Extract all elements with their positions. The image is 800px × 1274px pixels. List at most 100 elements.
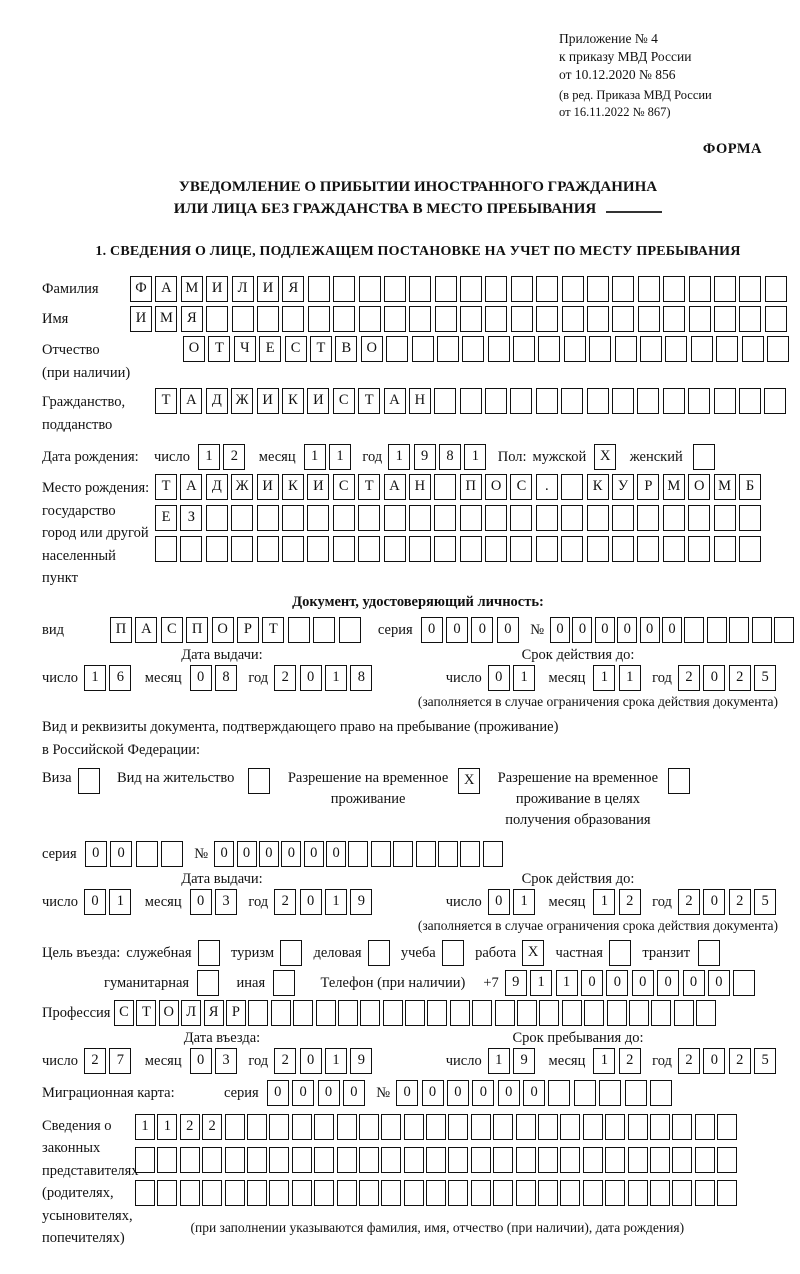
char-cell[interactable]: 0: [580, 969, 603, 996]
char-cell[interactable]: [381, 1113, 402, 1140]
char-cell[interactable]: Т: [155, 388, 177, 414]
char-cell[interactable]: 8: [438, 444, 461, 470]
char-cell[interactable]: [684, 616, 705, 643]
char-cell[interactable]: [662, 505, 685, 531]
char-cell[interactable]: 0: [662, 616, 682, 643]
char-cell[interactable]: [706, 616, 727, 643]
char-cell[interactable]: 9: [350, 1047, 373, 1074]
char-cell[interactable]: [561, 999, 582, 1026]
char-cell[interactable]: 1: [555, 969, 578, 996]
char-cell[interactable]: [560, 1113, 581, 1140]
char-cell[interactable]: [205, 536, 228, 562]
char-cell[interactable]: 0: [487, 888, 510, 915]
char-cell[interactable]: [448, 1179, 469, 1206]
char-cell[interactable]: [640, 336, 663, 362]
char-cell[interactable]: [690, 336, 713, 362]
char-cell[interactable]: [246, 1146, 267, 1173]
char-cell[interactable]: [663, 276, 686, 302]
char-cell[interactable]: [651, 999, 672, 1026]
char-cell[interactable]: 3: [215, 888, 237, 915]
char-cell[interactable]: [438, 840, 459, 867]
char-cell[interactable]: [738, 505, 761, 531]
char-cell[interactable]: [538, 1113, 559, 1140]
char-cell[interactable]: 5: [754, 664, 777, 691]
char-cell[interactable]: А: [180, 474, 203, 500]
char-cell[interactable]: [77, 767, 100, 794]
char-cell[interactable]: 5: [754, 1047, 777, 1074]
char-cell[interactable]: Т: [208, 336, 231, 362]
char-cell[interactable]: [548, 1079, 571, 1106]
char-cell[interactable]: [314, 1146, 335, 1173]
char-cell[interactable]: [383, 276, 406, 302]
char-cell[interactable]: 8: [350, 664, 373, 691]
char-cell[interactable]: 1: [83, 664, 106, 691]
char-cell[interactable]: [287, 616, 310, 643]
char-cell[interactable]: [694, 1113, 715, 1140]
char-cell[interactable]: Я: [282, 276, 305, 302]
char-cell[interactable]: [460, 276, 483, 302]
char-cell[interactable]: [291, 1113, 312, 1140]
char-cell[interactable]: 0: [606, 969, 629, 996]
char-cell[interactable]: [448, 1113, 469, 1140]
char-cell[interactable]: [586, 505, 609, 531]
char-cell[interactable]: У: [612, 474, 635, 500]
char-cell[interactable]: [393, 840, 414, 867]
char-cell[interactable]: С: [160, 616, 183, 643]
char-cell[interactable]: [612, 388, 635, 414]
char-cell[interactable]: [470, 1146, 491, 1173]
char-cell[interactable]: [538, 1146, 559, 1173]
char-cell[interactable]: 6: [109, 664, 132, 691]
char-cell[interactable]: О: [485, 474, 508, 500]
char-cell[interactable]: 2: [202, 1113, 223, 1140]
char-cell[interactable]: [587, 306, 610, 332]
char-cell[interactable]: 1: [329, 444, 351, 470]
char-cell[interactable]: [358, 306, 381, 332]
char-cell[interactable]: [246, 1179, 267, 1206]
char-cell[interactable]: [673, 999, 694, 1026]
char-cell[interactable]: Д: [205, 388, 228, 414]
char-cell[interactable]: [206, 306, 229, 332]
char-cell[interactable]: Р: [637, 474, 660, 500]
char-cell[interactable]: [637, 306, 660, 332]
char-cell[interactable]: [434, 536, 457, 562]
char-cell[interactable]: И: [307, 388, 330, 414]
char-cell[interactable]: [358, 505, 381, 531]
char-cell[interactable]: [434, 505, 457, 531]
char-cell[interactable]: [510, 276, 533, 302]
char-cell[interactable]: И: [206, 276, 229, 302]
char-cell[interactable]: [358, 1179, 379, 1206]
char-cell[interactable]: 0: [703, 1047, 726, 1074]
char-cell[interactable]: [637, 505, 660, 531]
char-cell[interactable]: [459, 536, 482, 562]
char-cell[interactable]: [573, 1079, 596, 1106]
char-cell[interactable]: Л: [231, 276, 254, 302]
char-cell[interactable]: [348, 840, 369, 867]
char-cell[interactable]: 0: [292, 1079, 315, 1106]
char-cell[interactable]: 2: [274, 664, 297, 691]
char-cell[interactable]: [672, 1146, 693, 1173]
char-cell[interactable]: [493, 1113, 514, 1140]
char-cell[interactable]: [231, 306, 254, 332]
char-cell[interactable]: 1: [324, 888, 347, 915]
char-cell[interactable]: [313, 616, 336, 643]
char-cell[interactable]: Т: [309, 336, 332, 362]
char-cell[interactable]: 2: [83, 1047, 106, 1074]
char-cell[interactable]: С: [114, 999, 134, 1026]
char-cell[interactable]: [472, 999, 493, 1026]
char-cell[interactable]: [427, 999, 448, 1026]
char-cell[interactable]: 1: [487, 1047, 510, 1074]
char-cell[interactable]: [205, 505, 228, 531]
char-cell[interactable]: [738, 536, 761, 562]
char-cell[interactable]: 1: [157, 1113, 178, 1140]
char-cell[interactable]: [628, 999, 649, 1026]
char-cell[interactable]: 1: [135, 1113, 155, 1140]
char-cell[interactable]: 0: [617, 616, 638, 643]
char-cell[interactable]: П: [110, 616, 132, 643]
char-cell[interactable]: 2: [274, 888, 297, 915]
char-cell[interactable]: [448, 1146, 469, 1173]
char-cell[interactable]: [608, 939, 631, 966]
char-cell[interactable]: [434, 474, 457, 500]
char-cell[interactable]: [180, 536, 203, 562]
char-cell[interactable]: [717, 1146, 738, 1173]
char-cell[interactable]: [482, 840, 503, 867]
